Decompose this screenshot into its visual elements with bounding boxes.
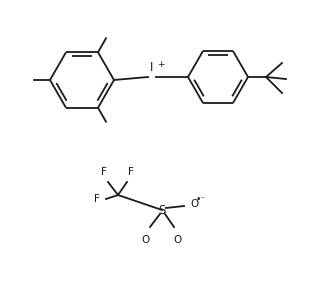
Text: F: F [101, 167, 107, 177]
Text: F: F [128, 167, 134, 177]
Text: •⁻: •⁻ [196, 196, 206, 205]
Text: O: O [142, 235, 150, 245]
Text: F: F [94, 194, 100, 204]
Text: O: O [190, 199, 198, 209]
Text: I: I [150, 61, 154, 74]
Text: O: O [174, 235, 182, 245]
Text: S: S [158, 203, 166, 217]
Text: +: + [157, 60, 165, 69]
